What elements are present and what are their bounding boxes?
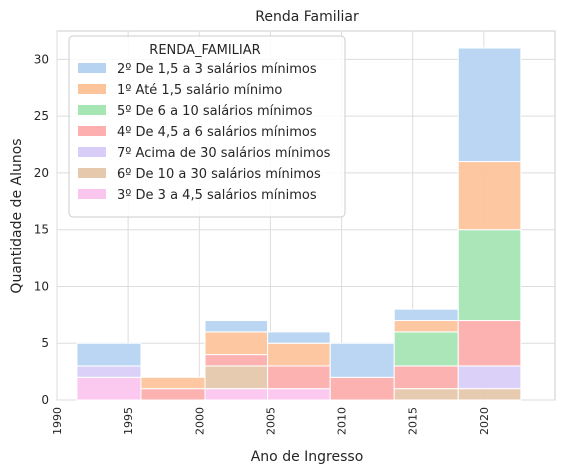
x-tick-label: 2020 <box>478 407 491 435</box>
legend-label: 4º De 4,5 a 6 salários mínimos <box>117 125 317 140</box>
bar-segment <box>204 320 269 333</box>
bar-segment <box>329 376 395 401</box>
bar-segment <box>140 376 206 390</box>
bar-segment <box>76 342 142 367</box>
x-tick-label: 2005 <box>264 407 277 435</box>
chart-title: Renda Familiar <box>255 9 359 25</box>
legend-swatch <box>78 84 106 94</box>
legend-swatch <box>78 63 106 73</box>
legend-label: 3º De 3 a 4,5 salários mínimos <box>117 188 317 203</box>
y-tick-label: 20 <box>34 166 49 180</box>
bar-segment <box>457 161 522 231</box>
bar-segment <box>457 320 522 367</box>
y-tick-label: 5 <box>41 336 49 350</box>
bar-segment <box>457 47 522 163</box>
legend-swatch <box>78 168 106 178</box>
x-tick-label: 2000 <box>193 407 206 435</box>
bars <box>76 47 522 401</box>
legend-box <box>68 35 346 218</box>
bar-segment <box>267 342 331 367</box>
bar-segment <box>457 365 522 390</box>
bar-segment <box>204 388 269 401</box>
legend-swatch <box>78 105 106 115</box>
bar-segment <box>393 365 459 390</box>
legend-swatch <box>78 147 106 157</box>
legend-label: 7º Acima de 30 salários mínimos <box>117 146 331 161</box>
bar-segment <box>267 365 331 390</box>
bar-segment <box>457 388 522 401</box>
bar-segment <box>329 342 395 378</box>
bar-segment <box>76 365 142 378</box>
legend-swatch <box>78 189 106 199</box>
bar-segment <box>76 376 142 401</box>
bar-segment <box>393 308 459 322</box>
bar-segment <box>393 388 459 401</box>
legend: RENDA_FAMILIAR 2º De 1,5 a 3 salários mín… <box>68 35 346 218</box>
y-tick-label: 30 <box>34 52 49 66</box>
legend-swatch <box>78 126 106 136</box>
legend-label: 2º De 1,5 a 3 salários mínimos <box>117 62 317 77</box>
legend-label: 6º De 10 a 30 salários mínimos <box>117 167 321 182</box>
y-tick-label: 0 <box>41 393 49 407</box>
legend-title: RENDA_FAMILIAR <box>149 43 260 58</box>
y-tick-label: 10 <box>34 279 49 293</box>
x-tick-label: 1990 <box>51 407 64 435</box>
bar-segment <box>267 388 331 401</box>
bar-segment <box>204 331 269 356</box>
tick-labels: 0 5 10 15 20 25 30 1990 1995 2000 2005 2010 2015 2020 <box>34 52 491 435</box>
y-tick-label: 15 <box>34 223 49 237</box>
bar-segment <box>393 320 459 333</box>
bar-segment <box>204 365 269 390</box>
bar-segment <box>267 331 331 344</box>
x-axis-label: Ano de Ingresso <box>251 449 364 465</box>
legend-label: 1º Até 1,5 salário mínimo <box>117 83 282 98</box>
x-tick-label: 2015 <box>407 407 420 435</box>
bar-segment <box>204 354 269 367</box>
bar-segment <box>457 229 522 322</box>
bar-segment <box>140 388 206 401</box>
bar-segment <box>393 331 459 367</box>
x-tick-label: 1995 <box>122 407 135 435</box>
y-axis-label: Quantidade de Alunos <box>9 138 25 293</box>
y-tick-label: 25 <box>34 109 49 123</box>
x-tick-label: 2010 <box>336 407 349 435</box>
legend-label: 5º De 6 a 10 salários mínimos <box>117 104 313 119</box>
